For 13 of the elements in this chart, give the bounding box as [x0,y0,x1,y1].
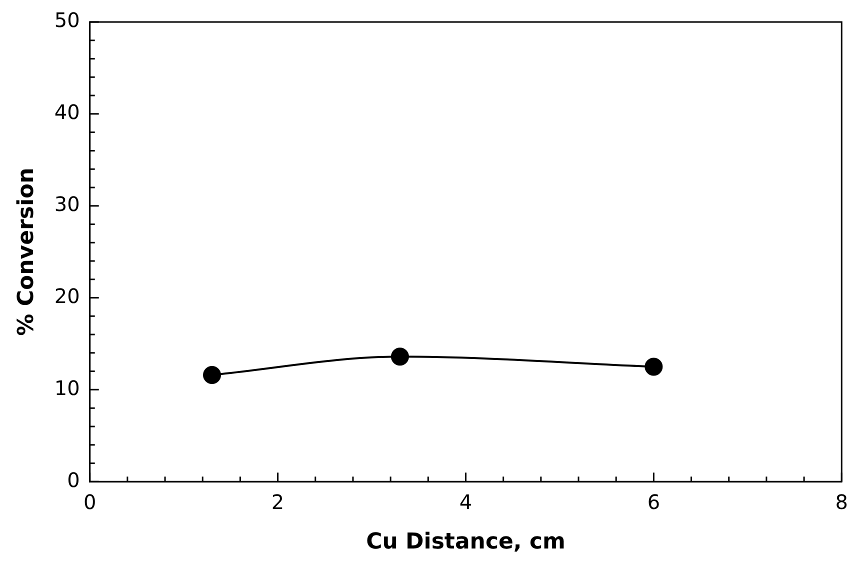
y-tick-label: 50 [54,8,80,32]
x-tick-label: 2 [271,490,284,514]
y-tick-label: 30 [54,192,80,216]
y-tick-label: 40 [54,100,80,124]
y-axis-title: % Conversion [14,168,39,336]
x-tick-label: 8 [835,490,848,514]
x-tick-label: 4 [459,490,472,514]
y-tick-label: 10 [54,376,80,400]
y-tick-label: 20 [54,284,80,308]
y-tick-label: 0 [67,468,80,492]
x-axis-title: Cu Distance, cm [366,530,566,555]
x-tick-label: 0 [83,490,96,514]
x-tick-label: 6 [647,490,660,514]
